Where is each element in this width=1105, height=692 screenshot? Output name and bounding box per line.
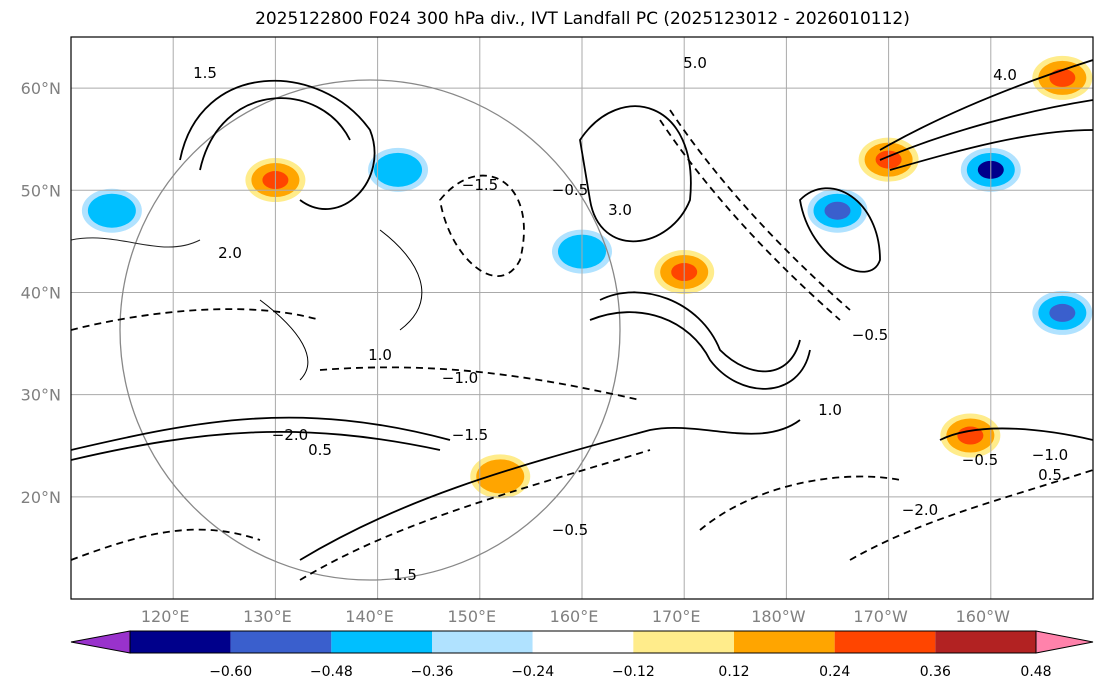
contour-line	[71, 416, 451, 451]
colorbar-tick-label: 0.48	[1020, 664, 1051, 680]
x-tick-label: 160°E	[550, 607, 599, 626]
contour-label: 1.5	[393, 566, 417, 584]
x-tick-label: 170°W	[853, 607, 908, 626]
coastline	[259, 229, 423, 381]
colorbar-tick-label: −0.48	[310, 664, 353, 680]
contour-line	[599, 291, 801, 373]
colorbar-segment	[633, 631, 734, 653]
contour-label: −0.5	[962, 451, 998, 469]
colorbar-frame	[129, 630, 1037, 654]
colorbar-segment	[130, 631, 231, 653]
colorbar-extend-max	[1035, 630, 1094, 654]
y-tick-label: 30°N	[21, 386, 61, 405]
shading-blob-core	[1049, 303, 1076, 322]
contour-line	[669, 109, 851, 311]
colorbar-tick-label: −0.24	[511, 664, 554, 680]
contour-label: −0.5	[552, 181, 588, 199]
contour-line	[849, 469, 1093, 561]
contour-label: 5.0	[683, 54, 707, 72]
contour-line	[319, 366, 641, 401]
colorbar-tick-label: −0.60	[209, 664, 252, 680]
divergence-shading	[81, 55, 1093, 499]
contour-line	[659, 119, 841, 321]
contour-label: 0.5	[308, 441, 332, 459]
colorbar-segment	[532, 631, 634, 653]
shading-blob-core	[487, 467, 514, 486]
shading-blob-core	[957, 426, 984, 445]
contour-line	[439, 174, 525, 277]
colorbar-tick-label: −0.36	[411, 664, 454, 680]
contour-labels: 1.5−1.5−1.01.0−0.50.5−2.02.03.05.0−1.5−0…	[193, 54, 1068, 584]
coastline	[71, 237, 201, 248]
contour-line	[799, 187, 881, 273]
contour-line	[179, 79, 376, 210]
contour-label: −0.5	[852, 326, 888, 344]
contour-line	[699, 475, 901, 531]
y-tick-label: 40°N	[21, 283, 61, 302]
contour-line	[199, 97, 351, 171]
x-tick-label: 130°E	[243, 607, 292, 626]
x-tick-label: 120°E	[141, 607, 190, 626]
contour-line	[71, 431, 441, 461]
contour-label: −1.0	[442, 369, 478, 387]
contours	[71, 59, 1093, 581]
contour-label: 3.0	[608, 201, 632, 219]
colorbar-tick-label: 0.24	[819, 664, 850, 680]
x-tick-label: 150°E	[447, 607, 496, 626]
y-tick-label: 60°N	[21, 79, 61, 98]
shading-blob-core	[98, 201, 125, 220]
contour-label: 1.0	[368, 346, 392, 364]
shading-blob-core	[1049, 68, 1076, 87]
contour-line	[299, 419, 801, 561]
colorbar-segment	[935, 631, 1036, 653]
chart-title: 2025122800 F024 300 hPa div., IVT Landfa…	[255, 9, 910, 29]
colorbar: −0.60 −0.48 −0.36 −0.24 −0.12 0.12 0.24 0.36 0.4…	[70, 630, 1094, 680]
x-tick-label: 140°E	[345, 607, 394, 626]
colorbar-tick-label: 0.12	[718, 664, 749, 680]
contour-label: 4.0	[993, 66, 1017, 84]
x-tick-label: 160°W	[956, 607, 1011, 626]
colorbar-segment	[734, 631, 835, 653]
gridlines	[71, 37, 1093, 599]
colorbar-extend-min	[70, 630, 131, 654]
shading-blob-core	[824, 201, 851, 220]
y-tick-labels: 60°N 50°N 40°N 30°N 20°N	[21, 79, 61, 507]
colorbar-segment	[834, 631, 936, 653]
x-tick-label: 180°W	[751, 607, 806, 626]
x-tick-label: 170°E	[652, 607, 701, 626]
contour-label: −2.0	[902, 501, 938, 519]
contour-line	[71, 528, 261, 561]
contour-line	[879, 59, 1093, 151]
contour-label: −0.5	[552, 521, 588, 539]
contour-label: 2.0	[218, 244, 242, 262]
contour-label: −1.5	[462, 176, 498, 194]
colorbar-tick-label: 0.36	[920, 664, 951, 680]
y-tick-label: 20°N	[21, 488, 61, 507]
contour-line	[879, 99, 1093, 161]
contour-label: −1.0	[1032, 446, 1068, 464]
colorbar-segment	[432, 631, 533, 653]
x-tick-labels: 120°E 130°E 140°E 150°E 160°E 170°E 180°W 170°W…	[141, 607, 1010, 626]
map-frame	[70, 36, 1094, 600]
contour-label: −1.5	[452, 426, 488, 444]
contour-label: 1.0	[818, 401, 842, 419]
colorbar-segment	[331, 631, 432, 653]
shading-blob-core	[385, 160, 412, 179]
y-tick-label: 50°N	[21, 181, 61, 200]
contour-label: −2.0	[272, 426, 308, 444]
contour-line	[939, 427, 1093, 441]
colorbar-tick-label: −0.12	[612, 664, 655, 680]
contour-line	[589, 311, 811, 390]
contour-label: 1.5	[193, 64, 217, 82]
colorbar-segment	[230, 631, 332, 653]
contour-line	[889, 129, 1093, 171]
contour-label: 0.5	[1038, 466, 1062, 484]
landfall-region-circle	[119, 79, 621, 581]
contour-line	[579, 105, 692, 243]
